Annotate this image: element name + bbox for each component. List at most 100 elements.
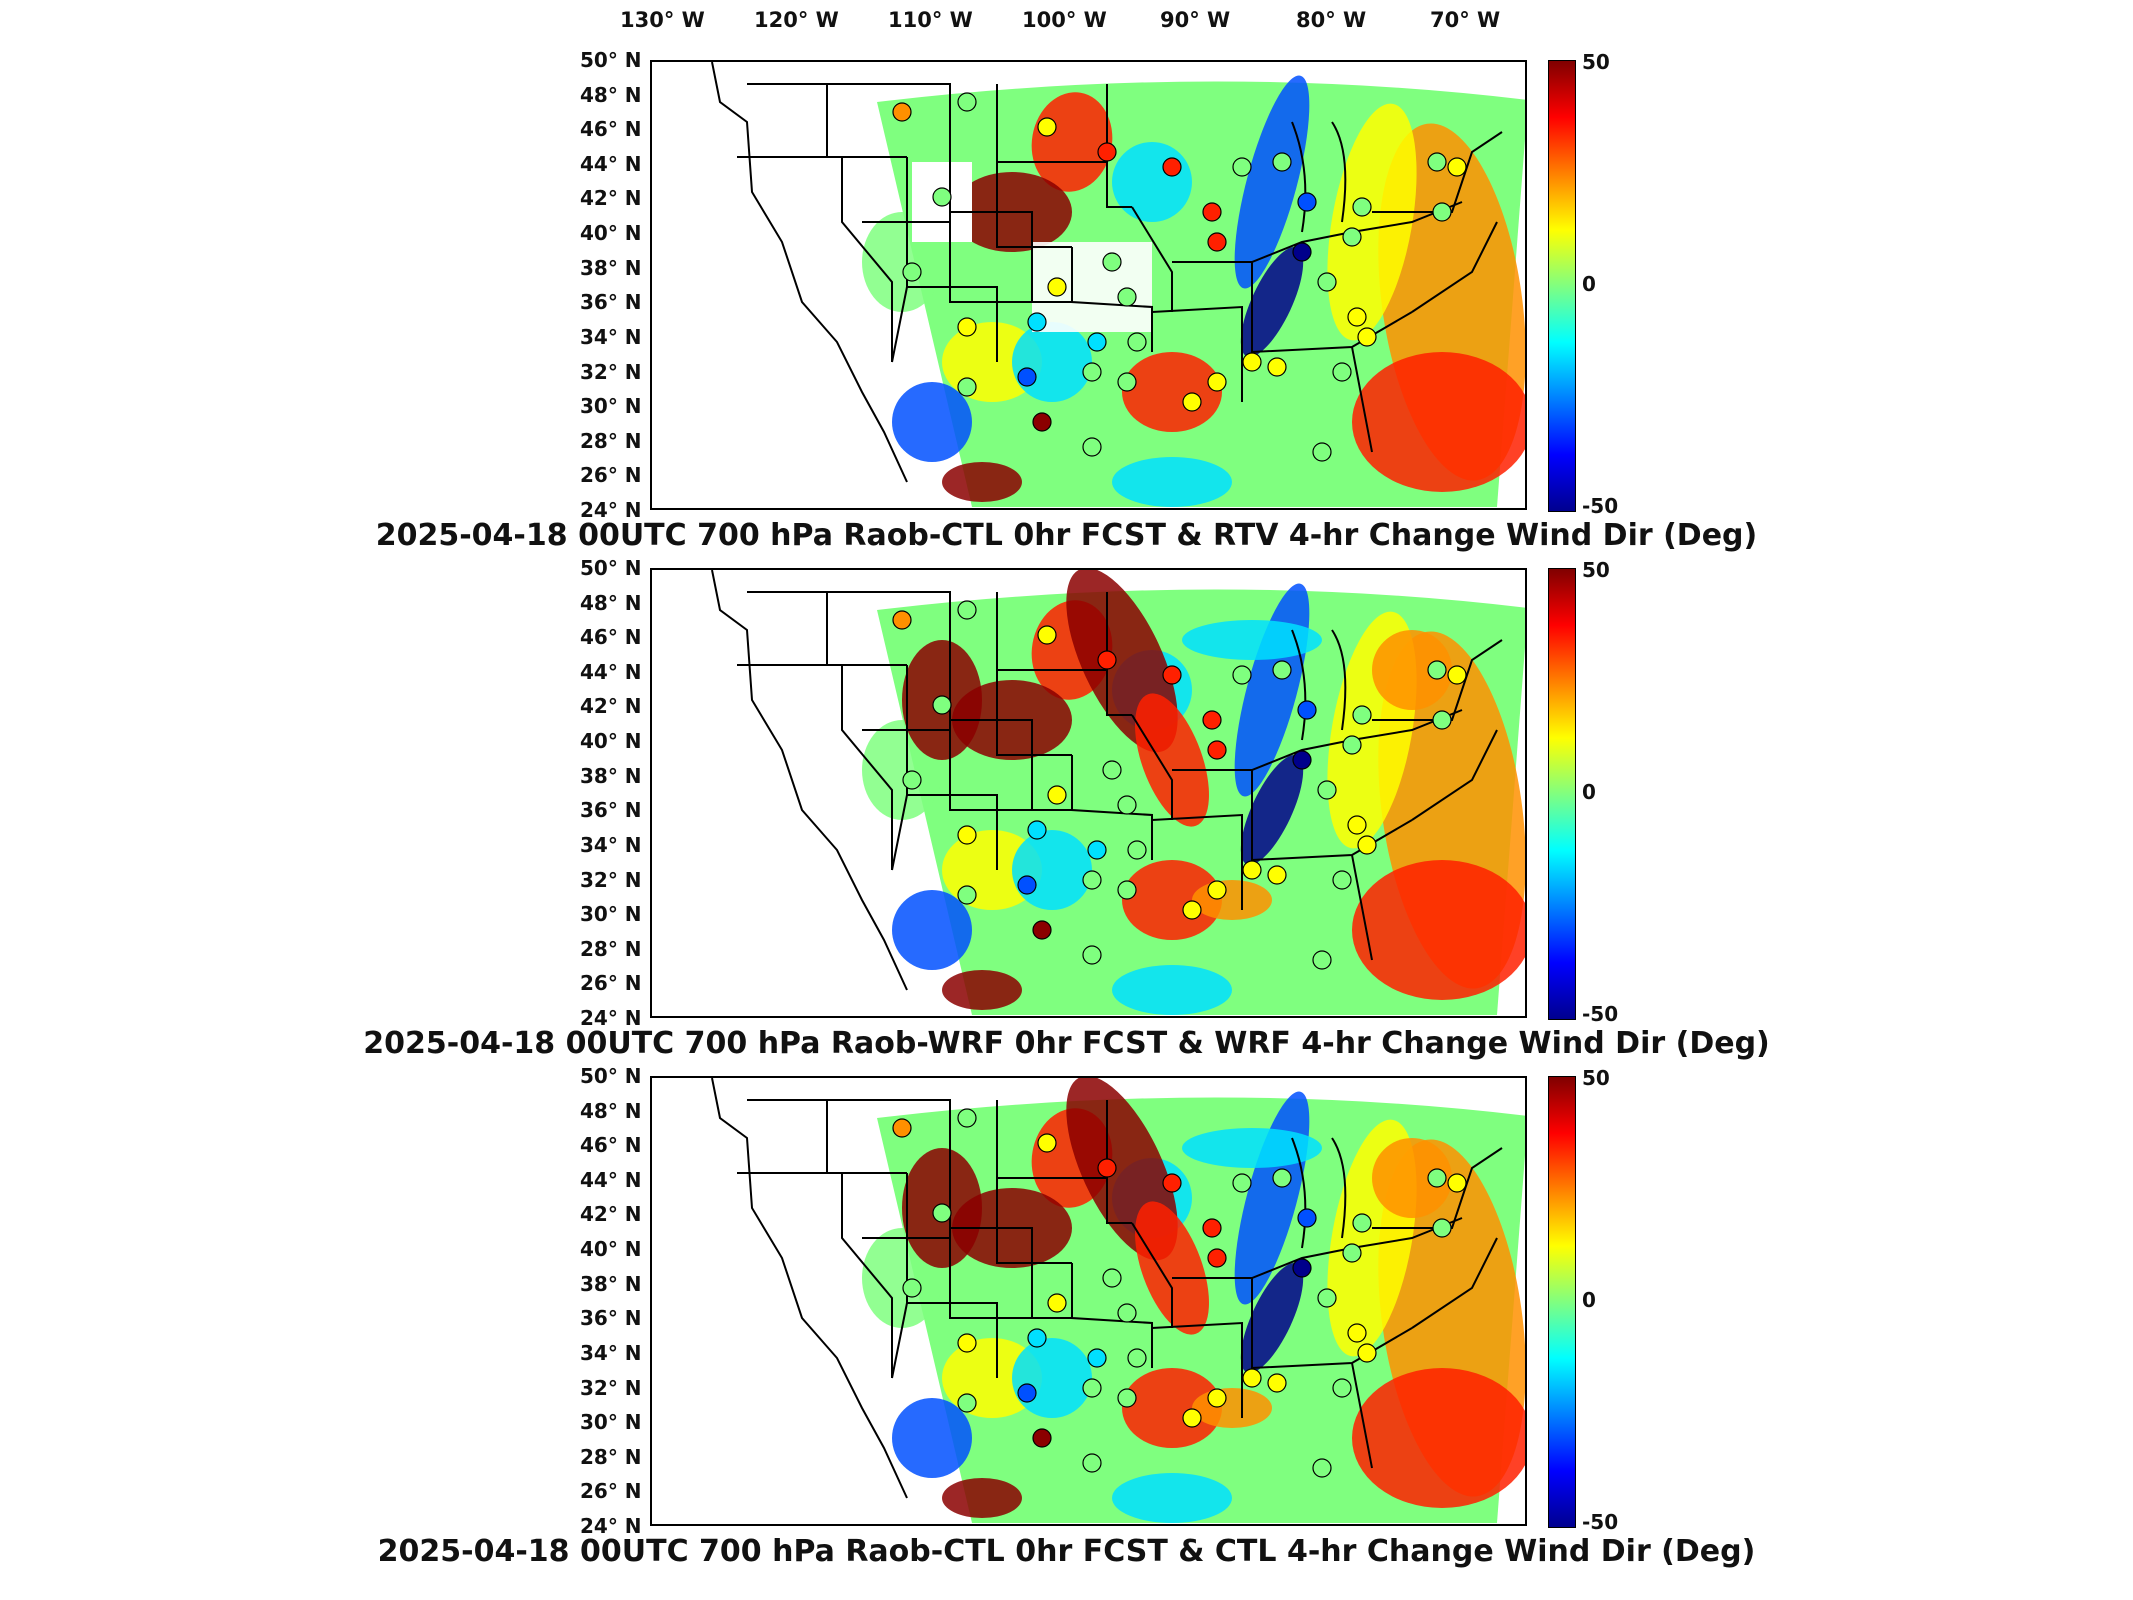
state-boundary	[1291, 121, 1347, 233]
raob-station-marker	[957, 377, 977, 397]
raob-station-marker	[1037, 117, 1057, 137]
raob-station-marker	[957, 825, 977, 845]
wind-change-field	[1352, 352, 1525, 492]
lat-label: 34° N	[580, 324, 642, 349]
raob-station-marker	[1082, 870, 1102, 890]
state-boundary	[1131, 206, 1243, 402]
raob-station-marker	[1342, 1243, 1362, 1263]
colorbar-max-label: 50	[1582, 50, 1610, 74]
wind-change-field	[1240, 246, 1304, 358]
state-boundary	[891, 665, 998, 871]
colorbar	[1548, 568, 1576, 1020]
lat-label: 48° N	[580, 590, 642, 615]
lat-label: 36° N	[580, 290, 642, 315]
state-boundary	[1131, 714, 1243, 910]
raob-station-marker	[1207, 1248, 1227, 1268]
raob-station-marker	[1347, 307, 1367, 327]
raob-station-marker	[1272, 1168, 1292, 1188]
raob-station-marker	[902, 262, 922, 282]
wind-change-field	[1372, 630, 1452, 710]
raob-station-marker	[1082, 362, 1102, 382]
state-boundary	[1291, 629, 1347, 741]
raob-station-marker	[1037, 625, 1057, 645]
raob-station-marker	[1357, 327, 1377, 347]
state-boundary	[1372, 1147, 1503, 1329]
state-boundary	[1172, 709, 1463, 771]
raob-station-marker	[1082, 437, 1102, 457]
raob-station-marker	[1097, 1158, 1117, 1178]
raob-station-marker	[1082, 1453, 1102, 1473]
colorbar-max-label: 50	[1582, 1066, 1610, 1090]
wind-change-field	[892, 382, 972, 462]
raob-station-marker	[1037, 1133, 1057, 1153]
lat-label: 46° N	[580, 625, 642, 650]
raob-station-marker	[1017, 875, 1037, 895]
raob-station-marker	[1232, 665, 1252, 685]
wind-change-field	[1352, 1368, 1525, 1508]
raob-station-marker	[1267, 865, 1287, 885]
state-boundary	[891, 157, 998, 363]
lat-label: 50° N	[580, 556, 642, 580]
lat-label: 48° N	[580, 82, 642, 107]
lat-label: 28° N	[580, 936, 642, 961]
raob-station-marker	[892, 102, 912, 122]
raob-station-marker	[1347, 815, 1367, 835]
colorbar-max-label: 50	[1582, 558, 1610, 582]
panel-title: 2025-04-18 00UTC 700 hPa Raob-CTL 0hr FC…	[375, 518, 1758, 553]
raob-station-marker	[1232, 1173, 1252, 1193]
lat-label: 30° N	[580, 1410, 642, 1435]
raob-station-marker	[1087, 332, 1107, 352]
wind-change-field	[1122, 352, 1222, 432]
raob-station-marker	[902, 1278, 922, 1298]
wind-direction-map	[650, 1076, 1527, 1526]
raob-station-marker	[957, 1108, 977, 1128]
lat-label: 26° N	[580, 463, 642, 488]
lat-label: 32° N	[580, 359, 642, 384]
raob-station-marker	[1032, 1428, 1052, 1448]
state-boundary	[1372, 639, 1503, 821]
raob-station-marker	[1082, 945, 1102, 965]
lat-label: 42° N	[580, 186, 642, 211]
colorbar-min-label: -50	[1582, 1002, 1619, 1026]
wind-change-field	[1234, 75, 1310, 289]
state-boundary	[737, 592, 907, 870]
lat-label: 28° N	[580, 428, 642, 453]
state-boundary	[1291, 1137, 1347, 1249]
raob-station-marker	[1332, 870, 1352, 890]
state-boundary	[737, 84, 907, 362]
wind-change-field	[1182, 620, 1322, 660]
state-boundary	[747, 1099, 1072, 1319]
raob-station-marker	[957, 885, 977, 905]
lon-label: 80° W	[1296, 8, 1367, 32]
raob-station-marker	[1347, 1323, 1367, 1343]
lat-label: 44° N	[580, 1167, 642, 1192]
raob-station-marker	[1352, 705, 1372, 725]
raob-station-marker	[1032, 920, 1052, 940]
wind-change-field	[1012, 830, 1092, 910]
raob-station-marker	[892, 1118, 912, 1138]
raob-station-marker	[1207, 232, 1227, 252]
raob-station-marker	[1292, 242, 1312, 262]
lat-label: 36° N	[580, 1306, 642, 1331]
state-boundary	[1251, 262, 1413, 453]
lat-label: 28° N	[580, 1444, 642, 1469]
lat-label: 30° N	[580, 902, 642, 927]
wind-change-field	[1112, 965, 1232, 1015]
wind-change-field	[892, 890, 972, 970]
state-boundary	[1172, 1217, 1463, 1279]
raob-station-marker	[932, 695, 952, 715]
wind-change-field	[942, 1478, 1022, 1518]
raob-station-marker	[1047, 1293, 1067, 1313]
raob-station-marker	[1207, 880, 1227, 900]
raob-station-marker	[1102, 760, 1122, 780]
state-boundary	[1251, 1278, 1413, 1469]
lat-label: 46° N	[580, 1133, 642, 1158]
lon-label: 130° W	[620, 8, 705, 32]
colorbar-mid-label: 0	[1582, 780, 1596, 804]
state-boundary	[747, 83, 1072, 303]
raob-station-marker	[1342, 735, 1362, 755]
lat-label: 50° N	[580, 48, 642, 72]
lon-label: 120° W	[754, 8, 839, 32]
raob-station-marker	[1427, 152, 1447, 172]
raob-station-marker	[1127, 1348, 1147, 1368]
